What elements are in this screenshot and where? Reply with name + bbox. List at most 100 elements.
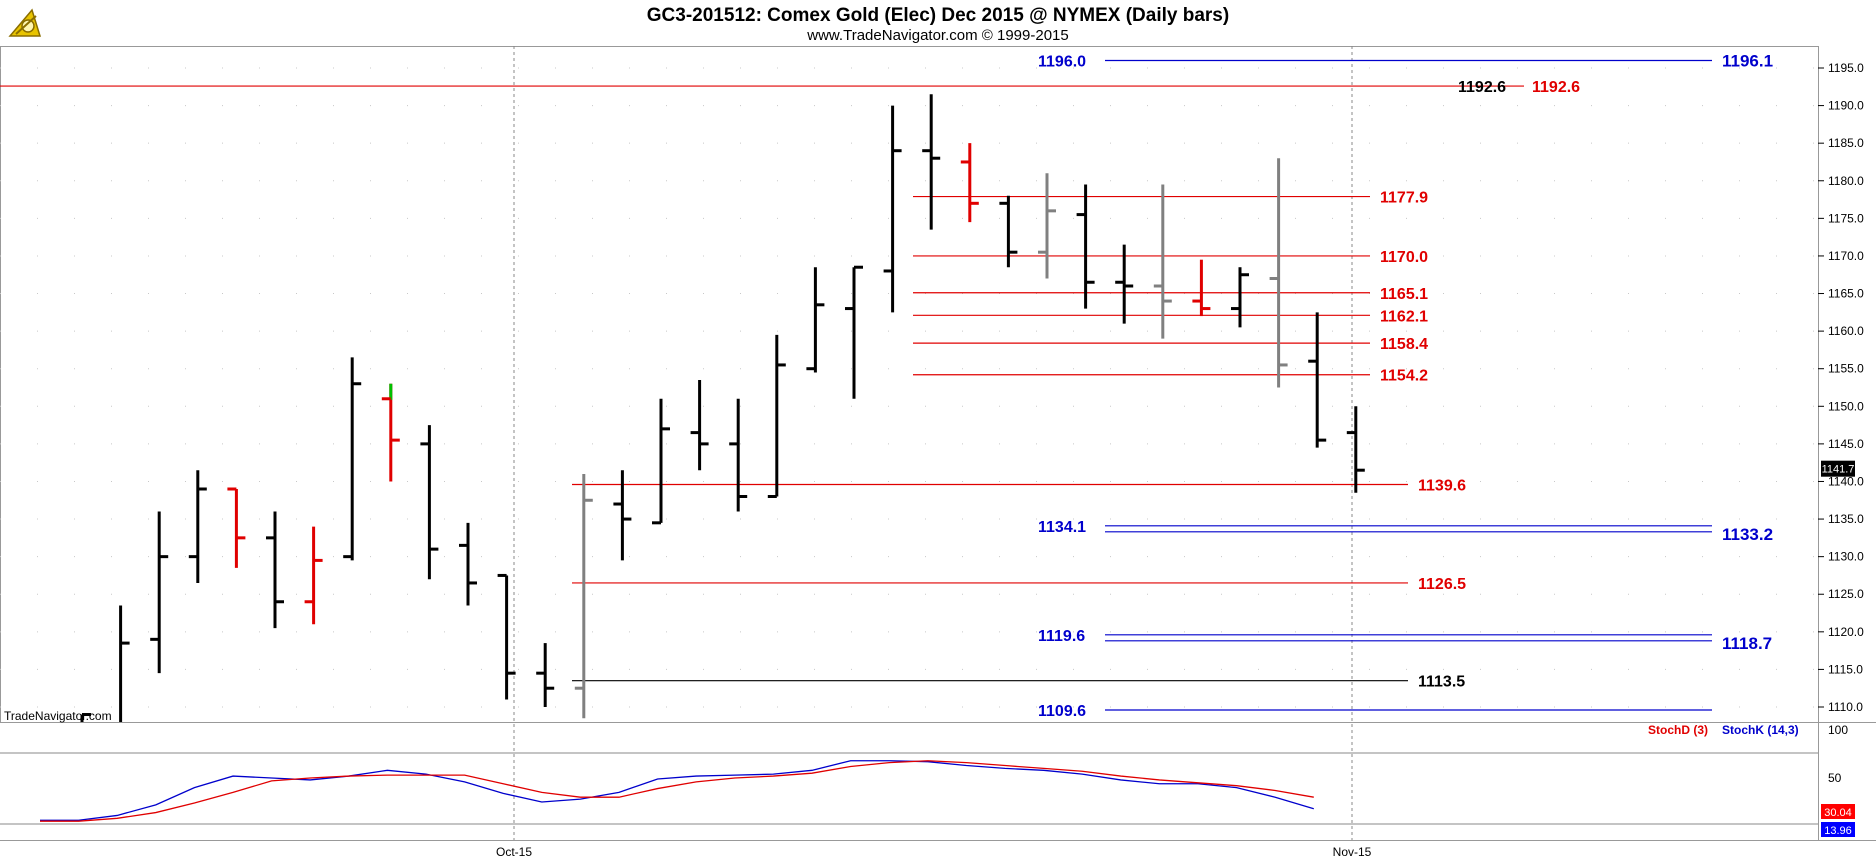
price-tick-label: 1145.0 bbox=[1828, 437, 1864, 451]
stochastic-pane: 50 100 bbox=[0, 723, 1848, 825]
stoch-series-line bbox=[40, 760, 1314, 821]
level-label: 1126.5 bbox=[1418, 576, 1466, 593]
ohlc-bar bbox=[960, 143, 979, 223]
ohlc-bar bbox=[690, 379, 709, 471]
price-tick-label: 1155.0 bbox=[1828, 362, 1864, 376]
ohlc-bar bbox=[266, 511, 284, 629]
stoch-k-legend: StochK (14,3) bbox=[1722, 723, 1799, 737]
price-tick-label: 1130.0 bbox=[1828, 550, 1864, 564]
level-resistance-1162-1: 1162.1 bbox=[913, 308, 1428, 325]
level-resistance-1192-6: 1192.6 1192.6 bbox=[0, 79, 1580, 96]
ohlc-bar bbox=[613, 470, 632, 561]
date-tick-label: Nov-15 bbox=[1333, 845, 1372, 859]
level-label: 1196.0 bbox=[1038, 53, 1086, 70]
date-axis: Oct-15 Nov-15 bbox=[496, 845, 1372, 859]
level-target-1134: 1134.1 1133.2 bbox=[1038, 519, 1773, 544]
level-label: 1109.6 bbox=[1038, 703, 1086, 720]
level-target-1109: 1109.6 bbox=[1038, 703, 1712, 720]
price-tick-label: 1170.0 bbox=[1828, 249, 1864, 263]
ohlc-bar bbox=[420, 425, 439, 580]
ohlc-bar bbox=[1346, 406, 1365, 493]
ohlc-bar bbox=[806, 267, 825, 373]
price-tick-label: 1165.0 bbox=[1828, 287, 1864, 301]
price-tick-label: 1195.0 bbox=[1828, 61, 1864, 75]
ohlc-bar bbox=[119, 605, 130, 723]
level-label: 1113.5 bbox=[1418, 674, 1465, 691]
price-tick-label: 1190.0 bbox=[1828, 99, 1864, 113]
stoch-d-last-value: 30.04 bbox=[1824, 807, 1852, 819]
stoch-k-last-tag: 13.96 bbox=[1821, 822, 1855, 837]
ohlc-bar bbox=[536, 643, 555, 707]
level-label: 1177.9 bbox=[1380, 190, 1428, 207]
level-label: 1119.6 bbox=[1038, 628, 1085, 645]
price-tick-label: 1115.0 bbox=[1828, 662, 1863, 676]
ohlc-bar bbox=[497, 573, 516, 700]
price-tick-label: 1135.0 bbox=[1828, 512, 1864, 526]
ohlc-bar bbox=[574, 473, 593, 719]
level-label: 1139.6 bbox=[1418, 477, 1466, 494]
level-label: 1158.4 bbox=[1380, 336, 1428, 353]
level-resistance-1170-0: 1170.0 bbox=[913, 249, 1428, 266]
level-label: 1192.6 bbox=[1458, 79, 1506, 96]
level-support-1126-5: 1126.5 bbox=[572, 576, 1466, 593]
stoch-series-line bbox=[40, 760, 1314, 822]
chart-subtitle: www.TradeNavigator.com © 1999-2015 bbox=[806, 27, 1068, 44]
ohlc-bar bbox=[459, 522, 477, 606]
level-support-1139-6: 1139.6 bbox=[572, 477, 1466, 494]
stoch-k-last-value: 13.96 bbox=[1824, 825, 1852, 837]
ohlc-bar bbox=[1153, 184, 1172, 339]
price-tick-label: 1175.0 bbox=[1828, 211, 1864, 225]
level-resistance-1165-1: 1165.1 bbox=[913, 286, 1428, 303]
ohlc-bar bbox=[999, 195, 1018, 268]
level-label: 1162.1 bbox=[1380, 308, 1428, 325]
stoch-d-last-tag: 30.04 bbox=[1821, 804, 1855, 819]
price-tick-label: 1125.0 bbox=[1828, 587, 1864, 601]
price-tick-label: 1110.0 bbox=[1828, 700, 1863, 714]
level-label: 1134.1 bbox=[1038, 519, 1086, 536]
date-tick-label: Oct-15 bbox=[496, 845, 532, 859]
last-price-tag: 1141.7 bbox=[1821, 460, 1855, 477]
last-price-value: 1141.7 bbox=[1822, 464, 1855, 476]
level-resistance-1158-4: 1158.4 bbox=[913, 336, 1428, 353]
main-pane-frame bbox=[0, 46, 1876, 841]
level-label: 1196.1 bbox=[1722, 51, 1773, 70]
ohlc-bar bbox=[922, 94, 941, 230]
price-tick-label: 1140.0 bbox=[1828, 474, 1864, 488]
stoch-tick-label: 50 bbox=[1828, 771, 1842, 785]
level-label: 1133.2 bbox=[1722, 525, 1773, 544]
sextant-logo-icon bbox=[8, 8, 42, 37]
ohlc-bar bbox=[767, 334, 786, 499]
ohlc-bar bbox=[80, 713, 91, 723]
level-target-1196: 1196.0 1196.1 bbox=[1038, 51, 1773, 70]
level-label: 1192.6 bbox=[1532, 79, 1580, 96]
ohlc-bar bbox=[845, 265, 863, 399]
price-tick-label: 1150.0 bbox=[1828, 399, 1864, 413]
grid bbox=[0, 46, 1818, 840]
ohlc-bar bbox=[188, 470, 207, 583]
chart-title: GC3-201512: Comex Gold (Elec) Dec 2015 @… bbox=[647, 5, 1229, 26]
level-label: 1118.7 bbox=[1722, 634, 1772, 653]
stoch-tick-label: 100 bbox=[1828, 723, 1848, 737]
level-label: 1165.1 bbox=[1380, 286, 1428, 303]
ohlc-bar bbox=[343, 357, 362, 561]
level-resistance-1177-9: 1177.9 bbox=[913, 190, 1428, 207]
ohlc-bar bbox=[150, 511, 169, 674]
stoch-d-legend: StochD (3) bbox=[1648, 723, 1708, 737]
ohlc-bar bbox=[381, 383, 400, 482]
level-label: 1154.2 bbox=[1380, 368, 1428, 385]
level-label: 1170.0 bbox=[1380, 249, 1428, 266]
ohlc-bar bbox=[1192, 259, 1211, 317]
ohlc-bar bbox=[227, 487, 246, 568]
ohlc-bar bbox=[1115, 244, 1134, 324]
watermark: TradeNavigator.com bbox=[4, 709, 112, 723]
price-tick-label: 1185.0 bbox=[1828, 136, 1864, 150]
price-tick-label: 1180.0 bbox=[1828, 174, 1864, 188]
ohlc-bar bbox=[1076, 184, 1095, 309]
level-lines: 1192.6 1192.6 1177.9 1170.0 1165.1 1162.1 1158… bbox=[0, 51, 1773, 720]
price-tick-label: 1160.0 bbox=[1828, 324, 1864, 338]
price-tick-label: 1120.0 bbox=[1828, 625, 1864, 639]
ohlc-bar bbox=[652, 398, 670, 525]
ohlc-bars bbox=[80, 94, 1365, 723]
ohlc-bar bbox=[729, 398, 748, 512]
